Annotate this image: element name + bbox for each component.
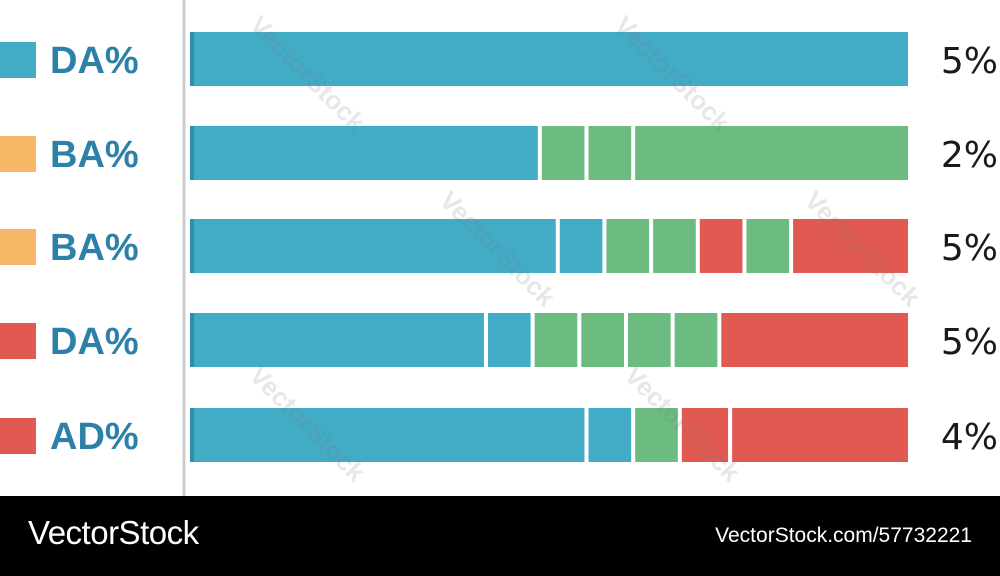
bar-segment [627, 313, 671, 367]
bar-segment [581, 313, 624, 367]
bar-segment [635, 408, 678, 462]
category-labels-group: DA% BA% BA% DA% AD% [0, 40, 139, 458]
bar-segment [487, 313, 531, 367]
category-label: DA% [50, 321, 139, 363]
category-label: DA% [50, 40, 139, 82]
bar-segment [190, 126, 538, 180]
category-swatch [0, 229, 36, 265]
bar-segment [606, 219, 650, 273]
stacked-bar-chart: DA% BA% BA% DA% AD% 5% 2% 5% 5% 4% [0, 0, 998, 496]
bar-segment [190, 219, 556, 273]
bar-segment [588, 126, 632, 180]
bar-segment [699, 219, 743, 273]
bar-edge [190, 313, 194, 367]
bar-segment [559, 219, 603, 273]
bar-segment [190, 32, 908, 86]
bar-segment [541, 126, 585, 180]
bar-segment [534, 313, 578, 367]
category-swatch [0, 418, 36, 454]
value-label: 5% [941, 41, 998, 82]
bar-segment [653, 219, 696, 273]
bar-segment [674, 313, 718, 367]
footer-image-id: VectorStock.com/57732221 [715, 524, 972, 547]
category-swatch [0, 42, 36, 78]
bars-group [190, 32, 908, 462]
bar-segment [681, 408, 729, 462]
bar-edge [190, 408, 194, 462]
bar-segment [190, 408, 585, 462]
footer-brand: VectorStock [28, 514, 199, 551]
value-label: 2% [941, 135, 998, 176]
bar-segment [635, 126, 908, 180]
bar-segment [732, 408, 908, 462]
category-label: BA% [50, 227, 139, 269]
value-label: 5% [941, 322, 998, 363]
category-label: BA% [50, 134, 139, 176]
category-swatch [0, 136, 36, 172]
category-swatch [0, 323, 36, 359]
value-label: 4% [941, 417, 998, 458]
value-label: 5% [941, 228, 998, 269]
category-label: AD% [50, 416, 139, 458]
bar-segment [588, 408, 632, 462]
bar-edge [190, 32, 194, 86]
bar-edge [190, 126, 194, 180]
value-labels-group: 5% 2% 5% 5% 4% [941, 41, 998, 458]
bar-edge [190, 219, 194, 273]
bar-segment [190, 313, 484, 367]
bar-segment [721, 313, 908, 367]
bar-segment [746, 219, 790, 273]
bar-segment [793, 219, 908, 273]
footer-bar: VectorStock VectorStock.com/57732221 [0, 496, 1000, 576]
